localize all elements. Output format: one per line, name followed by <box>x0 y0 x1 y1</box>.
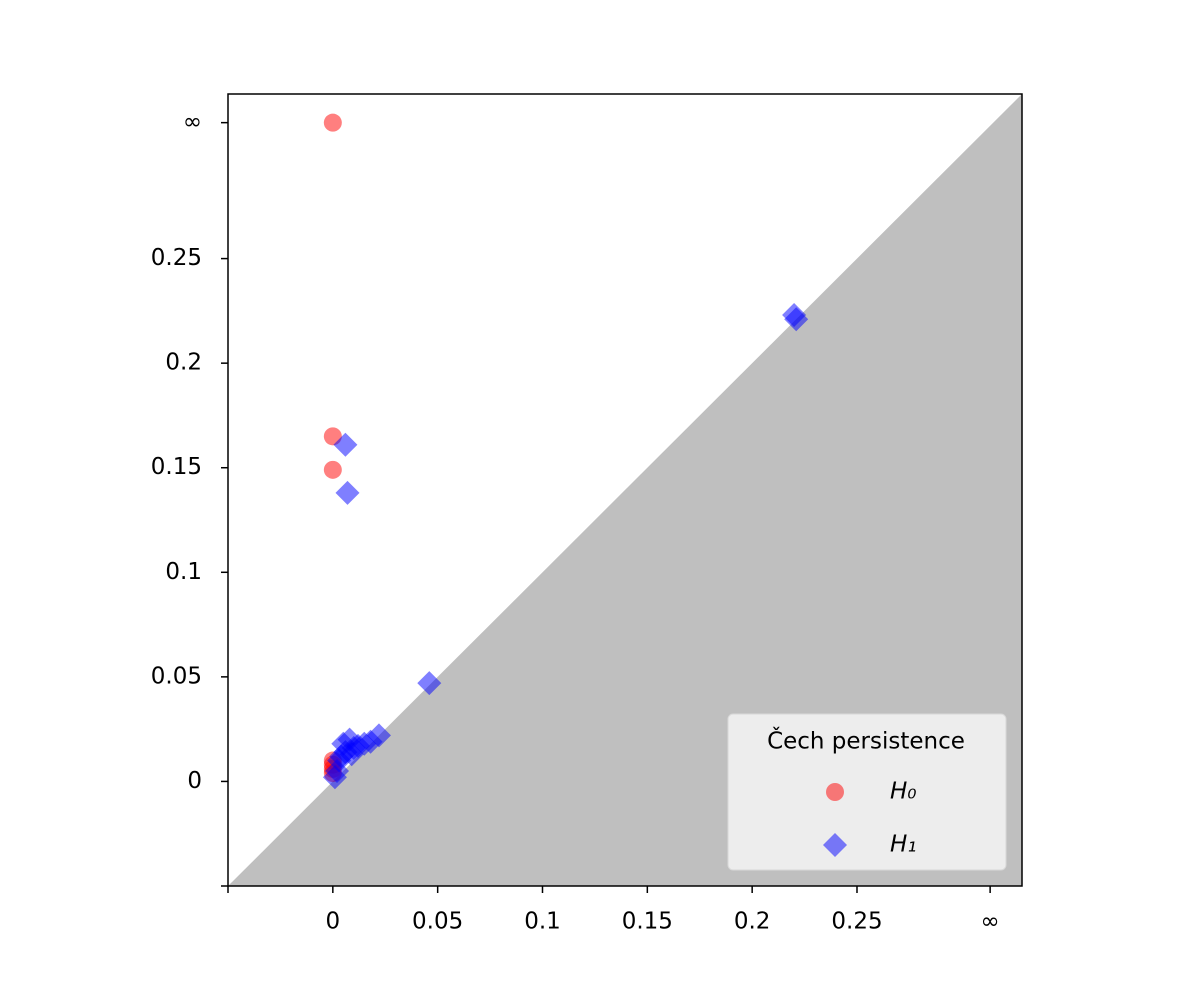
circle-marker <box>323 460 342 479</box>
legend-title: Čech persistence <box>767 727 965 755</box>
circle-marker <box>826 783 844 801</box>
y-tick-label: 0.2 <box>165 350 202 376</box>
legend-label: H₁ <box>890 832 917 858</box>
diamond-marker <box>417 671 442 696</box>
plot-frame <box>227 93 1023 887</box>
y-tick-label: 0.15 <box>151 454 202 480</box>
x-tick-label: 0.05 <box>412 909 463 935</box>
y-tick-label: ∞ <box>183 109 202 135</box>
y-tick-label: 0.05 <box>151 663 202 689</box>
x-tick-label: 0.1 <box>524 909 561 935</box>
legend-box <box>727 713 1007 871</box>
x-tick-label: ∞ <box>981 909 1000 935</box>
legend-label: H₀ <box>890 779 917 805</box>
y-tick-label: 0.1 <box>165 559 202 585</box>
x-tick-label: 0.2 <box>734 909 771 935</box>
x-tick-label: 0.25 <box>831 909 882 935</box>
diamond-marker <box>823 833 847 857</box>
legend: Čech persistence H₀ H₁ <box>727 713 1007 871</box>
x-tick-label: 0 <box>326 909 341 935</box>
diamond-marker <box>333 432 358 457</box>
diamond-marker <box>358 729 383 754</box>
x-tick-label: 0.15 <box>622 909 673 935</box>
y-tick-label: 0.25 <box>151 245 202 271</box>
diamond-marker <box>784 307 809 332</box>
diamond-marker <box>322 765 347 790</box>
y-tick-label: 0 <box>187 768 202 794</box>
diamond-marker <box>339 742 364 767</box>
diamond-marker <box>335 480 360 505</box>
circle-marker <box>323 113 342 132</box>
